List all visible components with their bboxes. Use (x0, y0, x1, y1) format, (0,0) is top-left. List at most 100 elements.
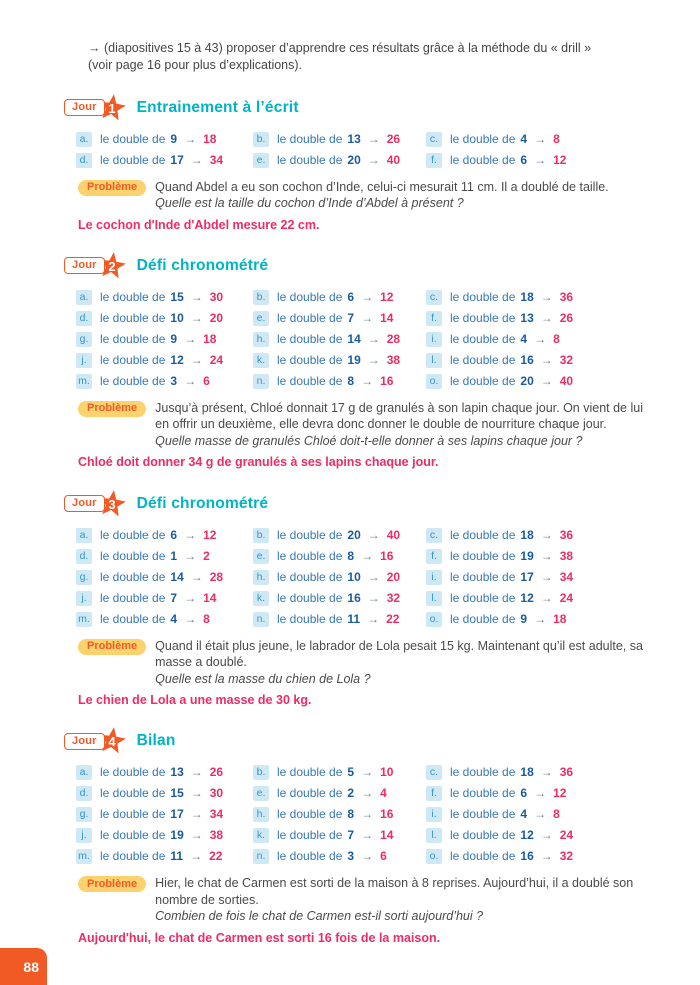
exercise-letter-chip: m. (76, 373, 92, 389)
exercise-letter-chip: f. (426, 152, 442, 168)
exercise-operand: 8 (347, 373, 355, 388)
exercise-operand: 6 (170, 527, 178, 542)
exercise-item: e. le double de 20 → 40 (253, 152, 426, 168)
exercise-phrase: le double de (450, 548, 516, 563)
arrow-icon: → (190, 807, 203, 822)
exercise-phrase: le double de (450, 527, 516, 542)
exercise-operand: 3 (347, 849, 355, 864)
exercise-letter-chip: c. (426, 131, 442, 147)
exercise-item: o. le double de 16 → 32 (426, 849, 680, 865)
exercise-operand: 15 (170, 289, 184, 304)
arrow-icon: → (367, 590, 380, 605)
exercise-result: 26 (386, 131, 401, 146)
day-header: Jour 4 Bilan (64, 726, 700, 756)
exercise-item: c. le double de 4 → 8 (426, 131, 680, 147)
exercise-letter-chip: c. (426, 527, 442, 543)
exercise-result: 14 (380, 310, 394, 325)
exercise-letter-chip: a. (76, 765, 92, 781)
exercise-phrase: le double de (100, 849, 166, 864)
arrow-icon: → (361, 289, 374, 304)
exercise-operand: 13 (520, 310, 534, 325)
exercise-result: 20 (209, 310, 224, 325)
exercise-phrase: le double de (100, 611, 166, 626)
exercise-item: c. le double de 18 → 36 (426, 765, 680, 781)
exercise-item: f. le double de 6 → 12 (426, 152, 680, 168)
arrow-icon: → (184, 331, 197, 346)
exercise-phrase: le double de (277, 548, 343, 563)
exercise-operand: 13 (347, 131, 361, 146)
exercise-item: b. le double de 6 → 12 (253, 289, 426, 305)
exercise-operand: 12 (520, 828, 534, 843)
exercise-letter-chip: k. (253, 352, 269, 368)
exercise-operand: 12 (170, 352, 184, 367)
exercise-operand: 4 (520, 131, 528, 146)
exercise-operand: 17 (170, 152, 184, 167)
exercise-operand: 9 (520, 611, 528, 626)
arrow-icon: → (184, 131, 197, 146)
problem-answer: Le chien de Lola a une masse de 30 kg. (78, 693, 312, 707)
exercise-result: 18 (553, 611, 567, 626)
problem-block: Problème Jusqu’à présent, Chloé donnait … (78, 400, 658, 471)
arrow-icon: → (190, 828, 203, 843)
arrow-icon: → (540, 373, 553, 388)
arrow-icon: → (367, 611, 380, 626)
arrow-icon: → (361, 548, 374, 563)
exercise-item: d. le double de 10 → 20 (76, 310, 253, 326)
exercise-phrase: le double de (450, 289, 516, 304)
exercise-letter-chip: h. (253, 807, 269, 823)
exercise-letter-chip: i. (426, 331, 442, 347)
day-header: Jour 1 Entrainement à l’écrit (64, 93, 700, 123)
exercise-letter-chip: g. (76, 569, 92, 585)
exercise-result: 22 (209, 849, 223, 864)
exercise-result: 18 (203, 131, 217, 146)
exercise-result: 40 (386, 527, 401, 542)
exercise-operand: 13 (170, 765, 184, 780)
exercise-item: d. le double de 1 → 2 (76, 548, 253, 564)
jour-badge: Jour (64, 732, 105, 750)
exercise-result: 38 (559, 548, 574, 563)
intro-line-2: (voir page 16 pour plus d’explications). (88, 58, 303, 73)
exercise-letter-chip: e. (253, 152, 269, 168)
problem-question: Combien de fois le chat de Carmen est-il… (155, 909, 484, 924)
exercise-grid: a. le double de 9 → 18 b. le double de 1… (76, 131, 680, 168)
exercise-phrase: le double de (277, 765, 343, 780)
exercise-operand: 12 (520, 590, 534, 605)
arrow-icon: → (367, 569, 380, 584)
exercise-item: k. le double de 16 → 32 (253, 590, 426, 606)
exercise-result: 12 (380, 289, 394, 304)
exercise-operand: 9 (170, 131, 178, 146)
arrow-icon: → (190, 310, 203, 325)
exercise-letter-chip: a. (76, 131, 92, 147)
arrow-icon: → (540, 548, 553, 563)
exercise-phrase: le double de (450, 310, 516, 325)
problem-statement: Hier, le chat de Carmen est sorti de la … (155, 876, 634, 907)
exercise-phrase: le double de (100, 569, 166, 584)
exercise-phrase: le double de (277, 786, 343, 801)
exercise-result: 2 (203, 548, 210, 563)
exercise-phrase: le double de (450, 331, 516, 346)
exercise-operand: 16 (520, 352, 534, 367)
exercise-operand: 10 (170, 310, 184, 325)
exercise-operand: 20 (347, 527, 361, 542)
exercise-item: h. le double de 14 → 28 (253, 331, 426, 347)
day-title: Défi chronométré (136, 256, 269, 274)
exercise-item: h. le double de 8 → 16 (253, 807, 426, 823)
problem-statement: Quand il était plus jeune, le labrador d… (155, 638, 643, 670)
exercise-operand: 2 (347, 786, 355, 801)
exercise-phrase: le double de (450, 590, 516, 605)
exercise-operand: 8 (347, 548, 355, 563)
exercise-phrase: le double de (277, 849, 343, 864)
exercise-letter-chip: k. (253, 590, 269, 606)
exercise-result: 8 (553, 331, 560, 346)
exercise-operand: 7 (347, 310, 355, 325)
exercise-phrase: le double de (450, 807, 516, 822)
exercise-result: 14 (203, 590, 217, 605)
day-title: Bilan (136, 732, 176, 750)
exercise-item: f. le double de 19 → 38 (426, 548, 680, 564)
arrow-icon: → (534, 131, 547, 146)
exercise-phrase: le double de (450, 373, 516, 388)
exercise-item: b. le double de 20 → 40 (253, 527, 426, 543)
exercise-operand: 20 (347, 152, 361, 167)
exercise-operand: 1 (170, 548, 178, 563)
exercise-item: d. le double de 15 → 30 (76, 786, 253, 802)
